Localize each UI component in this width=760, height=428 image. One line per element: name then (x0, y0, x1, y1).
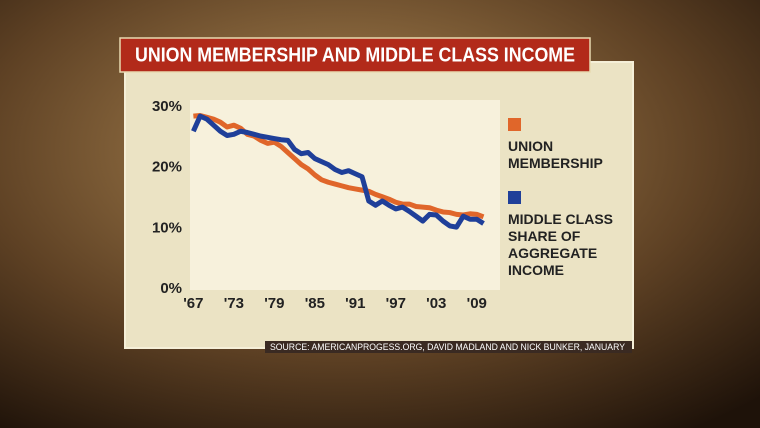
title-banner (119, 37, 591, 73)
x-tick-label: '79 (264, 295, 284, 312)
x-tick-label: '73 (224, 295, 244, 312)
x-tick-label: '03 (426, 295, 446, 312)
x-tick-label: '91 (345, 295, 365, 312)
legend-label: UNION MEMBERSHIP (508, 138, 603, 171)
y-tick-label: 0% (160, 280, 182, 297)
x-tick-label: '85 (305, 295, 325, 312)
legend-swatch (508, 191, 521, 204)
line (191, 113, 485, 230)
x-tick-label: '97 (386, 295, 406, 312)
legend-swatch (508, 118, 521, 131)
x-tick-label: '67 (183, 295, 203, 312)
legend-label: MIDDLE CLASS SHARE OF AGGREGATE INCOME (508, 211, 613, 278)
source-bar (265, 341, 632, 353)
y-tick-label: 30% (152, 98, 182, 115)
source: SOURCE: AMERICANPROGESS.ORG, DAVID MADLA… (270, 342, 626, 353)
y-tick-label: 20% (152, 159, 182, 176)
x-tick-label: '09 (467, 295, 487, 312)
y-tick-label: 10% (152, 219, 182, 236)
chart-title: UNION MEMBERSHIP AND MIDDLE CLASS INCOME (135, 44, 575, 66)
